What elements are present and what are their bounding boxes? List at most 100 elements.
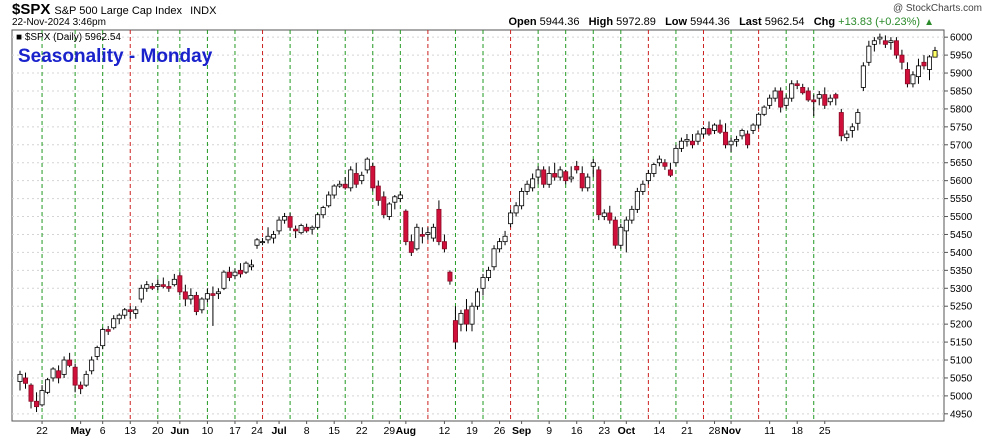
candle-body [893,40,899,56]
candle-body [761,106,767,115]
candle-body [535,169,541,178]
candle-body [237,269,243,275]
candle-body [607,212,613,221]
candle-body [497,241,503,250]
candle-body [28,384,34,402]
high-value: 5972.89 [616,16,656,28]
y-tick-label: 4950 [950,409,973,420]
candle-body [574,165,580,171]
candle-body [348,169,354,189]
candle-body [469,305,475,325]
candle-body [364,158,370,171]
candle-body [634,191,640,210]
candle-body [221,271,227,289]
candle-body [111,318,117,329]
x-tick-label: 6 [100,425,106,437]
x-tick-label: 14 [654,425,666,437]
y-tick-label: 5400 [950,248,973,259]
candle-body [717,124,723,133]
candle-body [419,234,425,237]
candle-body [447,271,453,282]
candle-body [116,314,122,320]
high-label: High [588,16,614,28]
candle-body [392,196,398,203]
candle-body [50,368,56,379]
candle-body [662,162,668,167]
candle-body [486,269,492,278]
candle-body [601,212,607,217]
candle-body [436,208,442,243]
open-label: Open [508,16,537,28]
candle-body [541,169,547,185]
candle-body [783,97,789,106]
candle-body [127,309,133,312]
chart-header: $SPX S&P 500 Large Cap Index INDX 22-Nov-… [0,0,990,30]
candle-body [502,235,508,243]
candle-body [463,309,469,325]
candle-body [458,312,464,325]
y-tick-label: 5000 [950,391,973,402]
x-tick-label: Aug [396,425,416,437]
open-value: 5944.36 [539,16,580,28]
candle-body [249,264,255,268]
candle-body [513,205,519,214]
up-triangle-icon: ▲ [924,17,934,28]
chart-title: Seasonality - Monday [18,46,213,67]
candle-body [640,183,646,192]
candle-body [232,271,238,277]
candle-body [728,140,734,146]
y-tick-label: 5550 [950,194,973,205]
y-tick-label: 5100 [950,356,973,367]
candle-body [353,173,359,185]
y-tick-label: 5450 [950,230,973,241]
candle-body [700,128,706,135]
candle-body [265,235,271,241]
candle-body [552,173,558,178]
candle-body [915,65,921,78]
x-tick-label: Oct [618,425,636,437]
low-label: Low [665,16,688,28]
x-tick-label: 25 [819,425,831,437]
candle-body [910,74,916,85]
x-tick-label: 29 [383,425,395,437]
y-tick-label: 5900 [950,69,973,80]
candle-body [210,293,216,296]
x-tick-label: 21 [681,425,693,437]
candle-body [215,291,221,295]
y-tick-label: 6000 [950,33,973,44]
symbol-line: $SPX S&P 500 Large Cap Index INDX [12,1,216,18]
candle-body [816,94,822,99]
candle-body [706,128,712,135]
candle-body [408,241,414,253]
candle-body [67,359,73,366]
x-tick-label: Nov [721,425,741,437]
y-tick-label: 5650 [950,158,973,169]
candle-body [254,239,260,246]
candle-body [171,278,177,286]
candle-body [926,56,932,70]
candle-body [767,97,773,106]
candle-body [838,112,844,137]
candle-body [882,40,888,45]
candle-body [105,329,111,332]
candle-body [298,225,304,234]
y-tick-label: 5700 [950,140,973,151]
candle-body [524,183,530,192]
candle-body [133,309,139,314]
candle-body [618,226,624,246]
candle-body [822,94,828,106]
candle-body [695,133,701,142]
candle-body [144,284,150,289]
candle-body [508,212,514,225]
candle-body [921,61,927,67]
candle-body [287,216,293,228]
candle-body [337,183,343,187]
y-tick-label: 5950 [950,51,973,62]
candle-body [403,210,409,243]
candle-body [871,40,877,45]
candle-body [563,171,569,182]
candle-body [39,390,45,406]
candle-body [83,373,89,386]
candle-body [78,384,84,390]
candle-body [778,90,784,108]
